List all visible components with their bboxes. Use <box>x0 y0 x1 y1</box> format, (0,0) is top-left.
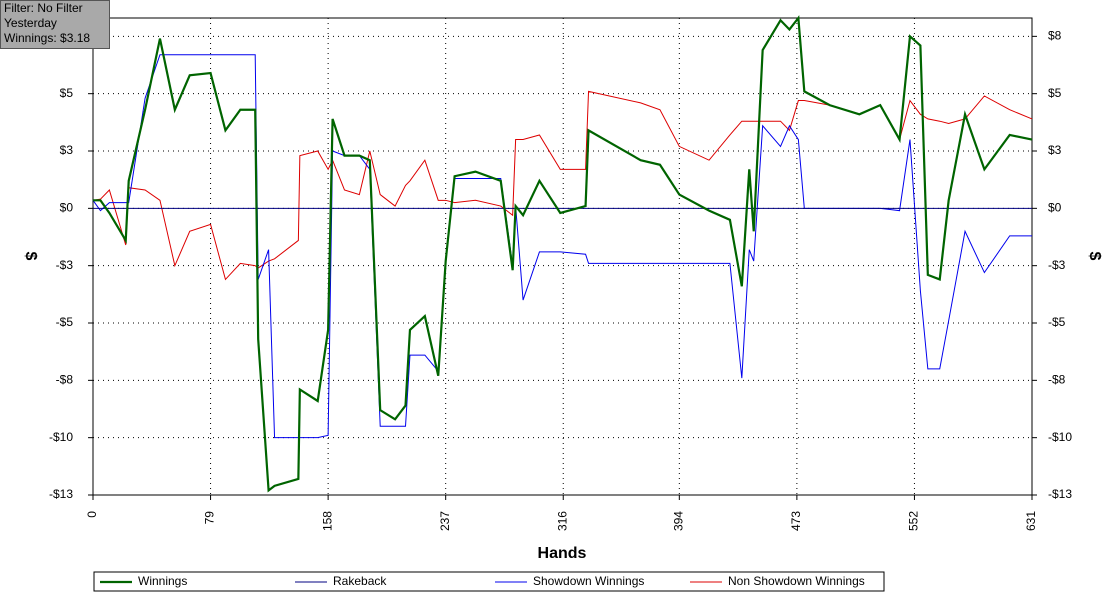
y-tick-label: -$13 <box>49 487 73 501</box>
y-tick-label: $3 <box>60 143 74 157</box>
x-tick-label: 79 <box>203 511 217 525</box>
y-tick-label: $0 <box>60 201 74 215</box>
y-tick-label: -$5 <box>56 315 74 329</box>
y-axis-label: $ <box>22 252 39 261</box>
legend-box <box>93 571 885 592</box>
x-tick-label: 316 <box>555 511 569 531</box>
y2-tick-label: -$10 <box>1048 430 1072 444</box>
y2-tick-label: -$13 <box>1048 487 1072 501</box>
legend-label: Non Showdown Winnings <box>728 574 865 588</box>
x-tick-label: 237 <box>438 511 452 531</box>
y-tick-label: $5 <box>60 86 74 100</box>
y2-tick-label: $0 <box>1048 201 1062 215</box>
x-tick-label: 631 <box>1024 511 1038 531</box>
legend-label: Winnings <box>138 574 187 588</box>
y-tick-label: -$10 <box>49 430 73 444</box>
x-tick-label: 158 <box>320 511 334 531</box>
legend-label: Showdown Winnings <box>533 574 644 588</box>
y2-tick-label: -$8 <box>1048 373 1066 387</box>
x-tick-label: 552 <box>907 511 921 531</box>
y2-axis-label: $ <box>1086 252 1103 261</box>
x-tick-label: 473 <box>789 511 803 531</box>
info-text: Winnings: $3.18 <box>4 31 90 45</box>
y2-tick-label: $8 <box>1048 29 1062 43</box>
y2-tick-label: $3 <box>1048 143 1062 157</box>
info-box <box>0 0 110 49</box>
plot-frame <box>92 17 1033 496</box>
y-tick-label: -$3 <box>56 258 74 272</box>
legend-label: Rakeback <box>333 574 387 588</box>
series-line <box>93 15 1033 493</box>
x-axis-label: Hands <box>538 545 587 562</box>
y2-tick-label: -$5 <box>1048 315 1066 329</box>
info-text: Yesterday <box>4 16 57 30</box>
x-tick-label: 0 <box>85 511 99 518</box>
y2-tick-label: $5 <box>1048 86 1062 100</box>
info-text: Filter: No Filter <box>4 1 83 15</box>
y-tick-label: -$8 <box>56 373 74 387</box>
x-tick-label: 394 <box>671 511 685 531</box>
y2-tick-label: -$3 <box>1048 258 1066 272</box>
